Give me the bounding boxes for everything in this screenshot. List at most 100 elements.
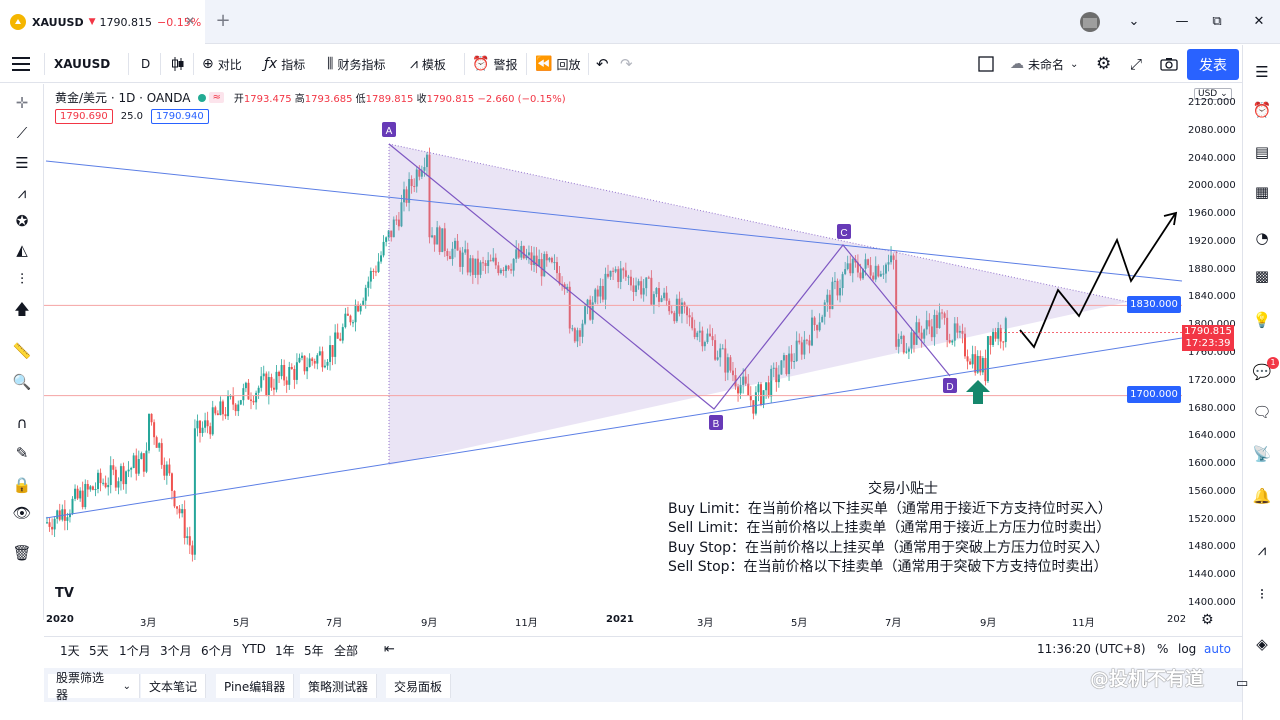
ideas-bulb-icon[interactable]: 💡 bbox=[1252, 311, 1272, 329]
price-tick: 2120.000 bbox=[1188, 97, 1236, 108]
messages-icon[interactable]: 🗨 bbox=[1252, 403, 1272, 421]
text-notes-tab[interactable]: 文本笔记 bbox=[141, 674, 207, 698]
candle-type-icon[interactable] bbox=[171, 45, 185, 83]
news-icon[interactable]: ▤ bbox=[1254, 143, 1270, 161]
candle-body bbox=[494, 257, 497, 266]
prediction-icon[interactable]: ✪ bbox=[15, 212, 29, 230]
range-5y[interactable]: 5年 bbox=[304, 644, 324, 658]
close-window-button[interactable]: ✕ bbox=[1253, 14, 1265, 29]
range-1d[interactable]: 1天 bbox=[60, 644, 80, 658]
time-tick: 5月 bbox=[233, 618, 250, 629]
currency-selector[interactable]: USD ⌄ bbox=[1194, 88, 1232, 100]
stock-screener-tab[interactable]: 股票筛选器 ⌄ bbox=[48, 671, 140, 702]
clock-time[interactable]: 11:36:20 (UTC+8) bbox=[1037, 642, 1146, 656]
ruler-icon[interactable]: 📏 bbox=[12, 342, 32, 360]
symbol-search-button[interactable]: XAUUSD bbox=[54, 57, 111, 71]
strategy-tester-tab[interactable]: 策略测试器 bbox=[300, 674, 378, 698]
candle-body bbox=[833, 280, 836, 282]
range-3m[interactable]: 3个月 bbox=[160, 644, 192, 658]
buy-price-button[interactable]: 1790.940 bbox=[150, 109, 209, 124]
publish-button[interactable]: 发表 bbox=[1187, 49, 1239, 80]
alert-button[interactable]: ⏰ 警报 bbox=[472, 45, 517, 83]
candle-body bbox=[272, 387, 275, 390]
bell-icon[interactable]: 🔔 bbox=[1252, 487, 1272, 505]
interval-button[interactable]: D bbox=[141, 57, 151, 71]
maximize-panel-icon[interactable]: ▭ bbox=[1236, 676, 1249, 691]
forecast-icon[interactable]: ⫶ bbox=[20, 270, 24, 288]
chat-icon[interactable]: 💬 1 bbox=[1251, 357, 1279, 383]
sell-price-button[interactable]: 1790.690 bbox=[55, 109, 113, 124]
range-ytd[interactable]: YTD bbox=[242, 642, 266, 656]
dots-icon[interactable]: ⁝ bbox=[1259, 585, 1265, 603]
pattern-icon[interactable]: ⩘ bbox=[17, 184, 27, 202]
trading-panel-tab[interactable]: 交易面板 bbox=[386, 674, 452, 698]
candle-body bbox=[433, 235, 436, 245]
range-1y[interactable]: 1年 bbox=[275, 644, 295, 658]
candle-body bbox=[683, 302, 686, 307]
candle-body bbox=[214, 407, 217, 414]
tab-close-icon[interactable]: ✕ bbox=[184, 14, 195, 28]
fib-retracement-icon[interactable]: ☰ bbox=[15, 154, 29, 172]
range-all[interactable]: 全部 bbox=[334, 644, 359, 658]
percent-toggle[interactable]: % bbox=[1157, 642, 1169, 656]
calendar-icon[interactable]: ▩ bbox=[1254, 267, 1270, 285]
indicators-button[interactable]: ƒx 指标 bbox=[264, 45, 305, 83]
fullscreen-icon[interactable]: ⤢ bbox=[1130, 55, 1143, 73]
eye-icon[interactable]: 👁 bbox=[12, 504, 32, 522]
zoom-in-icon[interactable]: 🔍 bbox=[12, 373, 32, 391]
candle-body bbox=[619, 268, 622, 282]
avatar[interactable] bbox=[1080, 12, 1100, 32]
camera-icon[interactable] bbox=[1160, 45, 1178, 83]
candle-body bbox=[1002, 341, 1005, 343]
chart-tab[interactable]: XAUUSD ▼ 1790.815 −0.15% ✕ bbox=[0, 0, 205, 44]
range-6m[interactable]: 6个月 bbox=[201, 644, 233, 658]
auto-toggle[interactable]: auto bbox=[1204, 642, 1232, 656]
range-5d[interactable]: 5天 bbox=[89, 644, 109, 658]
menu-icon[interactable] bbox=[12, 45, 30, 83]
abcd-pattern-line bbox=[388, 143, 951, 410]
watchlist-icon[interactable]: ☰ bbox=[1255, 63, 1269, 81]
candle-body bbox=[808, 340, 811, 346]
range-1m[interactable]: 1个月 bbox=[119, 644, 151, 658]
crosshair-icon[interactable]: ✛ bbox=[15, 94, 29, 112]
arrow-up-icon[interactable]: 🡅 bbox=[14, 299, 30, 318]
gann-icon[interactable]: ◭ bbox=[16, 241, 28, 259]
minimize-button[interactable]: — bbox=[1175, 14, 1189, 29]
lock-icon[interactable]: 🔒 bbox=[12, 476, 32, 494]
clock-alert-icon[interactable]: ⏰ bbox=[1252, 101, 1272, 119]
layout-square-icon[interactable] bbox=[978, 45, 994, 83]
log-toggle[interactable]: log bbox=[1178, 642, 1197, 656]
pencil-lock-icon[interactable]: ✎ bbox=[15, 444, 29, 462]
templates-button[interactable]: ⩘ 模板 bbox=[410, 45, 446, 83]
undo-icon[interactable]: ↶ bbox=[596, 55, 609, 73]
redo-icon[interactable]: ↷ bbox=[620, 55, 633, 73]
menu-chevron-icon[interactable]: ⌄ bbox=[1128, 14, 1140, 29]
trend-icon[interactable]: ⩘ bbox=[1257, 541, 1267, 559]
restore-button[interactable]: ⧉ bbox=[1212, 14, 1222, 29]
candle-body bbox=[270, 377, 273, 388]
tradingview-logo[interactable]: TV bbox=[55, 586, 74, 601]
hotlist-icon[interactable]: ◔ bbox=[1255, 229, 1269, 247]
trash-icon[interactable]: 🗑 bbox=[12, 544, 32, 562]
new-tab-button[interactable]: + bbox=[215, 10, 231, 31]
magnet-icon[interactable]: ∩ bbox=[16, 414, 28, 432]
streams-icon[interactable]: 📡 bbox=[1252, 445, 1272, 463]
data-window-icon[interactable]: ▦ bbox=[1254, 183, 1270, 201]
settings-gear-icon[interactable]: ⚙ bbox=[1096, 54, 1112, 74]
axis-settings-icon[interactable]: ⚙ bbox=[1201, 612, 1214, 628]
goto-date-icon[interactable]: ⇤ bbox=[384, 642, 395, 657]
trend-line-icon[interactable]: ⟋ bbox=[16, 124, 28, 142]
candle-body bbox=[788, 353, 791, 375]
replay-button[interactable]: ⏪ 回放 bbox=[535, 45, 580, 83]
candle-body bbox=[836, 280, 839, 296]
candle-body bbox=[910, 332, 913, 349]
candle-body bbox=[229, 395, 232, 397]
layers-icon[interactable]: ◈ bbox=[1256, 635, 1268, 653]
candle-body bbox=[71, 498, 74, 514]
financials-button[interactable]: ⫼ 财务指标 bbox=[327, 45, 385, 83]
compare-button[interactable]: ⊕ 对比 bbox=[202, 45, 242, 83]
pine-editor-tab[interactable]: Pine编辑器 bbox=[216, 674, 295, 698]
pattern-point-b: B bbox=[709, 415, 723, 430]
layout-name-button[interactable]: ☁ 未命名 ⌄ bbox=[1010, 45, 1078, 83]
